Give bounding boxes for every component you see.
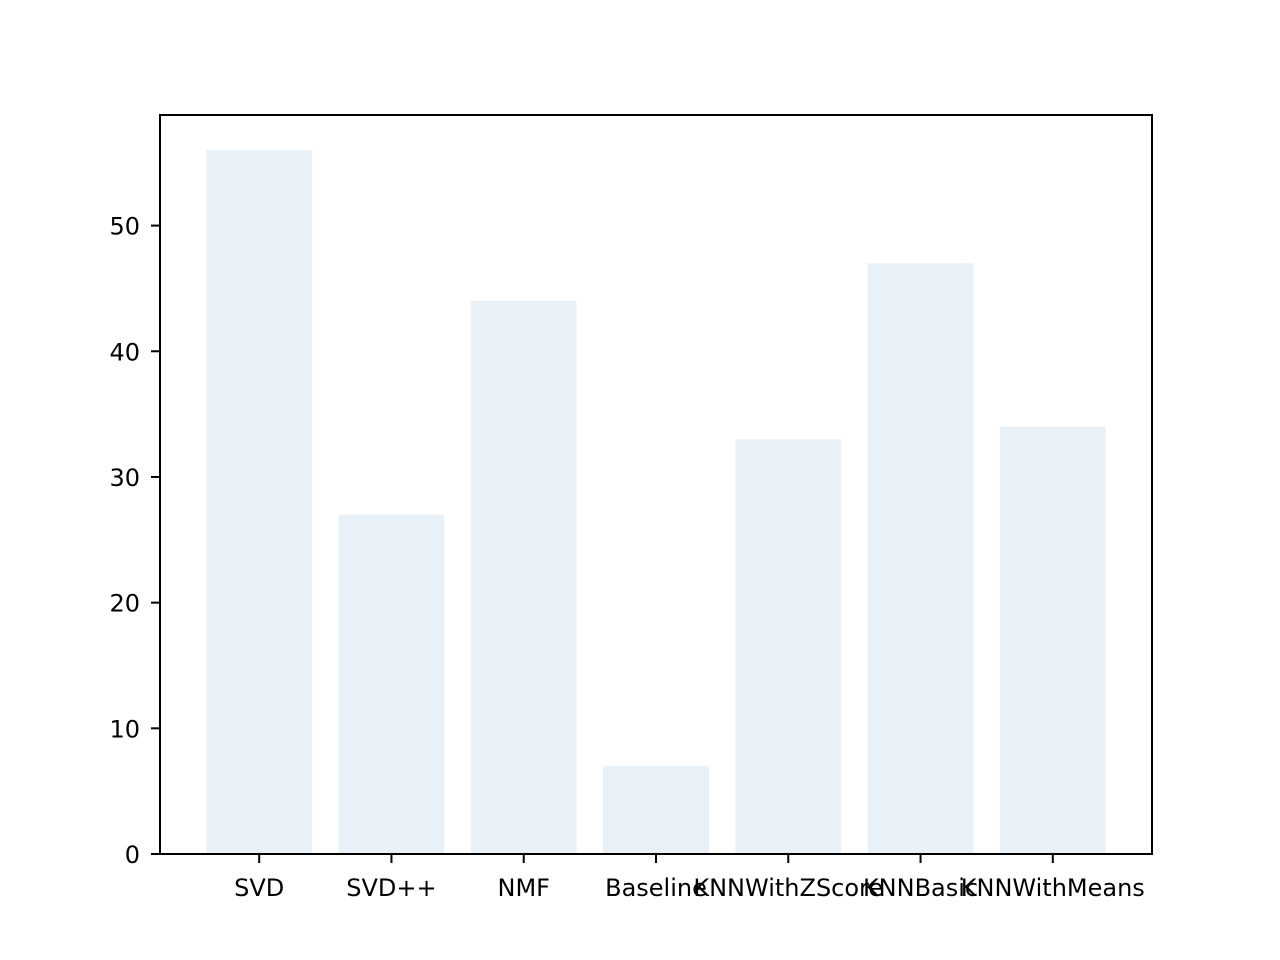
y-tick-label: 20 — [109, 590, 140, 618]
bar-svd- — [338, 514, 445, 854]
x-tick-label: SVD — [234, 874, 284, 902]
y-tick-label: 10 — [109, 715, 140, 743]
x-tick-label: KNNBasic — [863, 874, 978, 902]
bar-nmf — [470, 301, 577, 854]
x-tick-label: NMF — [497, 874, 549, 902]
y-tick-label: 30 — [109, 464, 140, 492]
bar-svd — [206, 150, 313, 854]
y-axis: 0 10 20 30 40 50 — [109, 213, 160, 869]
x-tick-label: KNNWithMeans — [961, 874, 1145, 902]
y-tick-label: 0 — [125, 841, 140, 869]
bars-layer — [206, 150, 1106, 854]
y-tick-label: 40 — [109, 338, 140, 366]
y-tick-label: 50 — [109, 213, 140, 241]
x-tick-label: SVD++ — [346, 874, 436, 902]
bar-knnwithmeans — [999, 426, 1106, 854]
x-axis: SVD SVD++ NMF BaselineKNNWithZScoreKNNBasic… — [234, 854, 1145, 902]
bar-knnbasic — [867, 263, 974, 854]
bar-knnwithzscore — [735, 439, 842, 854]
x-tick-label: Baseline — [605, 874, 707, 902]
x-tick-label: KNNWithZScore — [693, 874, 883, 902]
bar-baseline — [603, 766, 709, 854]
